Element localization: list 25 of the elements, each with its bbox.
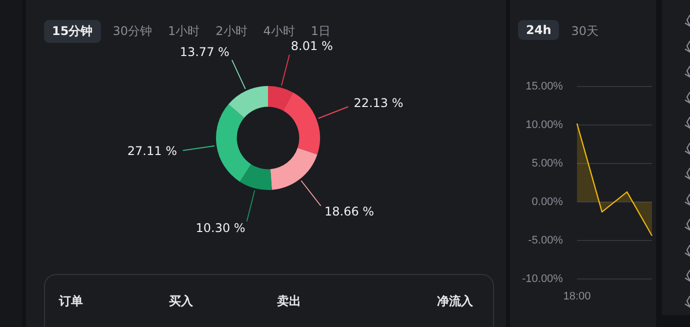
- text: 订单: [59, 293, 83, 310]
- data-label: 27.11 %: [127, 144, 177, 158]
- text: 24h: [518, 20, 560, 40]
- text: 1小时: [166, 23, 201, 40]
- text: 2小时: [214, 23, 248, 40]
- text: 净流入: [437, 293, 473, 310]
- y-tick-label: 10.00%: [526, 119, 564, 132]
- y-tick-label: -10.00%: [522, 272, 564, 285]
- y-tick-label: 15.00%: [526, 80, 564, 93]
- text: 30分钟: [112, 23, 153, 40]
- x-tick-label: 18:00: [563, 290, 591, 302]
- y-tick-label: -5.00%: [528, 234, 564, 246]
- data-label: 13.77 %: [180, 44, 230, 59]
- y-tick-label: 0.00%: [532, 196, 564, 208]
- data-label: 22.13 %: [354, 96, 404, 110]
- y-tick-label: 5.00%: [532, 158, 564, 170]
- data-label: 10.30 %: [196, 221, 246, 236]
- text: 1日: [310, 24, 331, 38]
- data-label: 18.66 %: [324, 204, 374, 218]
- text: 买入: [169, 293, 193, 310]
- text: 4小时: [263, 24, 295, 38]
- data-label: 8.01 %: [290, 39, 333, 54]
- text: 30天: [570, 23, 600, 40]
- text: 卖出: [277, 293, 301, 310]
- text: 15分钟: [44, 20, 101, 43]
